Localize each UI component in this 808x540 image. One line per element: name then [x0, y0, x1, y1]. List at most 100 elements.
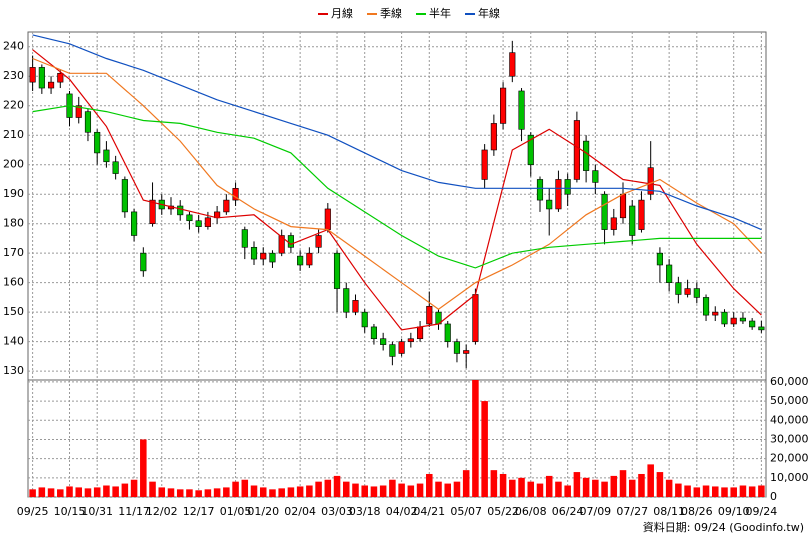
volume-bar [684, 485, 691, 497]
volume-bar [250, 485, 258, 497]
x-tick-label: 09/10 [718, 505, 750, 518]
volume-bar [213, 488, 221, 497]
candle-body [112, 161, 119, 174]
volume-bar [223, 487, 230, 497]
x-tick-label: 07/09 [579, 505, 611, 518]
candle-body [675, 282, 682, 295]
legend-label: 半年 [429, 6, 451, 20]
volume-bar [518, 477, 525, 497]
x-tick-label: 12/17 [183, 505, 215, 518]
legend-label: 季線 [380, 6, 402, 20]
candle-body [527, 134, 534, 166]
candle-body [343, 288, 350, 313]
y-tick-label: 220 [3, 99, 24, 112]
candle-body [398, 341, 405, 354]
candle-body [444, 323, 451, 342]
y-tick-label: 230 [3, 69, 24, 82]
candle-body [84, 111, 92, 133]
candle-body [297, 255, 304, 266]
volume-bar [444, 483, 452, 497]
x-tick-label: 09/24 [746, 505, 778, 518]
y-tick-label: 240 [3, 40, 24, 53]
candle-body [739, 317, 747, 322]
volume-bar [176, 489, 184, 497]
candle-body [149, 199, 156, 224]
candle-body [389, 344, 396, 357]
candle-body [666, 264, 673, 283]
candle-body [619, 193, 627, 219]
candle-body [352, 300, 359, 313]
candle-body [453, 341, 461, 354]
volume-bar [287, 487, 295, 497]
y2-tick-label: 40,000 [770, 413, 808, 426]
volume-bar [472, 380, 479, 497]
volume-bar [204, 489, 212, 497]
volume-panel [27, 379, 767, 498]
volume-bar [352, 483, 359, 497]
candle-body [204, 217, 211, 227]
candle-body [131, 211, 138, 236]
candle-body [306, 252, 313, 266]
candle-body [29, 67, 36, 83]
y-tick-label: 150 [3, 305, 24, 318]
candle-body [416, 326, 424, 340]
price-panel [27, 31, 767, 381]
candle-body [647, 167, 654, 195]
footnote: 資料日期: 09/24 (Goodinfo.tw) [643, 520, 804, 534]
candle-body [749, 320, 756, 328]
volume-bar [758, 485, 765, 497]
candle-body [121, 179, 128, 213]
candle-body [324, 208, 331, 230]
candle-body [481, 149, 488, 180]
volume-bar [278, 488, 285, 497]
x-tick-label: 01/05 [220, 505, 252, 518]
volume-bar [75, 487, 83, 497]
x-tick-label: 06/24 [552, 505, 584, 518]
x-tick-label: 11/17 [118, 505, 150, 518]
candle-body [601, 193, 608, 230]
volume-bar [269, 489, 276, 497]
volume-bar [306, 485, 313, 497]
volume-bar [573, 472, 581, 497]
volume-bar [656, 472, 664, 497]
candle-body [38, 67, 45, 89]
volume-bar [149, 481, 156, 497]
ma-line [32, 34, 762, 231]
x-tick-label: 09/25 [17, 505, 49, 518]
volume-bar [232, 481, 239, 497]
candle-body [278, 235, 285, 254]
candle-body [47, 81, 55, 89]
candle-body [426, 305, 433, 325]
y-tick-label: 180 [3, 217, 24, 230]
candle-body [573, 120, 580, 180]
volume-bar [38, 487, 46, 497]
x-tick-label: 04/21 [413, 505, 445, 518]
candle-body [195, 220, 202, 227]
candle-body [592, 170, 599, 183]
x-tick-label: 10/31 [81, 505, 113, 518]
y2-tick-label: 10,000 [770, 471, 808, 484]
grid [28, 32, 766, 498]
volume-bar [675, 483, 682, 497]
volume-bar [638, 473, 645, 497]
ma-line [32, 49, 762, 331]
legend-label: 年線 [478, 6, 500, 20]
volume-bar [619, 470, 627, 497]
y2-tick-label: 20,000 [770, 452, 808, 465]
x-tick-label: 04/02 [386, 505, 418, 518]
x-tick-label: 05/07 [450, 505, 482, 518]
x-tick-label: 06/08 [515, 505, 547, 518]
volume-bar [730, 487, 737, 497]
x-tick-label: 05/22 [487, 505, 519, 518]
volume-bar [259, 487, 267, 497]
candle-body [315, 235, 322, 248]
candle-body [730, 317, 737, 325]
volume-bar [66, 486, 73, 497]
candle-body [241, 229, 248, 248]
candle-body [223, 199, 230, 213]
candle-body [758, 326, 765, 331]
ma-line [32, 105, 762, 269]
volume-bar [342, 481, 350, 497]
volume-bar [195, 490, 202, 497]
volume-bar [665, 479, 673, 497]
